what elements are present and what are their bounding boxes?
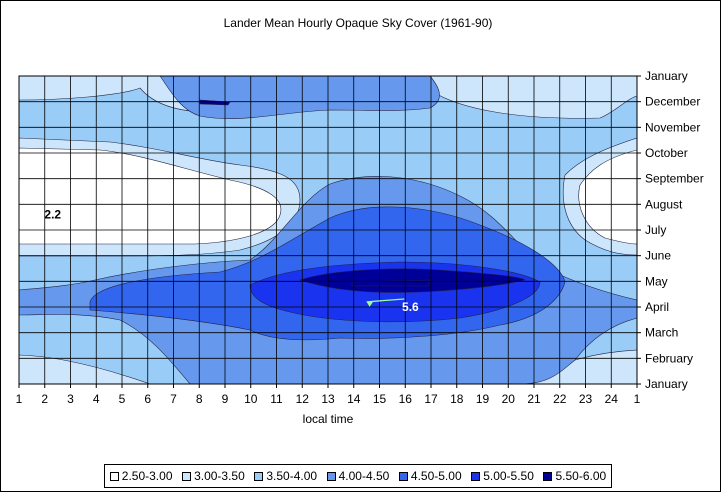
annotation-label: 2.2 (44, 208, 61, 222)
legend-item: 5.00-5.50 (471, 469, 534, 483)
y-tick-label: November (645, 120, 700, 134)
legend-label: 2.50-3.00 (121, 469, 173, 483)
annotations: 2.2 5.6 (44, 208, 419, 314)
legend-label: 3.50-4.00 (266, 469, 318, 483)
x-tick-label: 11 (270, 392, 283, 406)
legend-item: 2.50-3.00 (109, 469, 173, 483)
x-tick-label: 8 (196, 392, 203, 406)
x-tick-label: 13 (321, 392, 335, 406)
band-white-left (18, 147, 282, 245)
x-tick-label: 24 (605, 392, 619, 406)
y-tick-label: October (645, 146, 688, 160)
legend-item: 5.50-6.00 (543, 469, 606, 483)
x-tick-label: 17 (424, 392, 438, 406)
x-tick-label: 3 (67, 392, 74, 406)
x-tick-label: 20 (502, 392, 516, 406)
x-tick-label: 1 (634, 392, 641, 406)
x-tick-label: 7 (170, 392, 177, 406)
legend-swatch (543, 471, 553, 481)
x-axis-ticks: 1 2 3 4 5 6 7 8 9 10 11 12 13 14 15 16 17 18 19 20 21 22 23 24 1 (16, 384, 641, 406)
y-tick-label: July (645, 223, 666, 237)
legend-swatch (398, 471, 408, 481)
y-tick-label: March (645, 326, 678, 340)
legend-swatch (109, 471, 119, 481)
legend-label: 4.50-5.00 (410, 469, 462, 483)
y-tick-label: June (645, 249, 671, 263)
x-axis-label: local time (303, 412, 354, 426)
x-tick-label: 6 (144, 392, 151, 406)
legend-label: 5.00-5.50 (483, 469, 534, 483)
x-tick-label: 16 (399, 392, 413, 406)
y-tick-label: January (645, 69, 688, 83)
grid-lines (19, 76, 637, 384)
y-tick-label: January (645, 377, 688, 391)
x-tick-label: 2 (41, 392, 48, 406)
chart-title: Lander Mean Hourly Opaque Sky Cover (196… (224, 16, 493, 30)
legend-item: 4.00-4.50 (326, 469, 390, 483)
annotation-label: 5.6 (402, 300, 419, 314)
legend-label: 3.00-3.50 (194, 469, 245, 483)
legend: 2.50-3.00 3.00-3.50 3.50-4.00 4.00-4.50 4.50… (104, 464, 612, 488)
y-tick-label: April (645, 300, 669, 314)
y-tick-label: December (645, 95, 700, 109)
x-tick-label: 12 (296, 392, 310, 406)
x-tick-label: 9 (222, 392, 229, 406)
x-tick-label: 5 (119, 392, 126, 406)
legend-label: 5.50-6.00 (555, 469, 607, 483)
legend-item: 4.50-5.00 (398, 469, 462, 483)
x-tick-label: 15 (373, 392, 387, 406)
x-tick-label: 10 (244, 392, 258, 406)
legend-swatch (471, 471, 481, 481)
band-white-right (578, 149, 638, 245)
x-tick-label: 14 (347, 392, 361, 406)
x-tick-label: 1 (16, 392, 23, 406)
legend-swatch (182, 471, 192, 481)
x-tick-label: 18 (450, 392, 464, 406)
x-tick-label: 23 (579, 392, 593, 406)
x-tick-label: 19 (476, 392, 490, 406)
annotation-arrowhead (366, 300, 374, 307)
legend-swatch (254, 471, 264, 481)
y-tick-label: August (645, 197, 683, 211)
legend-swatch (326, 471, 336, 481)
y-axis-ticks: January February March April May June July Augu… (637, 69, 704, 391)
x-tick-label: 22 (553, 392, 567, 406)
y-tick-label: February (645, 351, 693, 365)
legend-label: 4.00-4.50 (338, 469, 390, 483)
legend-item: 3.00-3.50 (182, 469, 245, 483)
x-tick-label: 21 (527, 392, 541, 406)
y-tick-label: May (645, 274, 668, 288)
y-tick-label: September (645, 172, 704, 186)
legend-item: 3.50-4.00 (254, 469, 317, 483)
x-tick-label: 4 (93, 392, 100, 406)
